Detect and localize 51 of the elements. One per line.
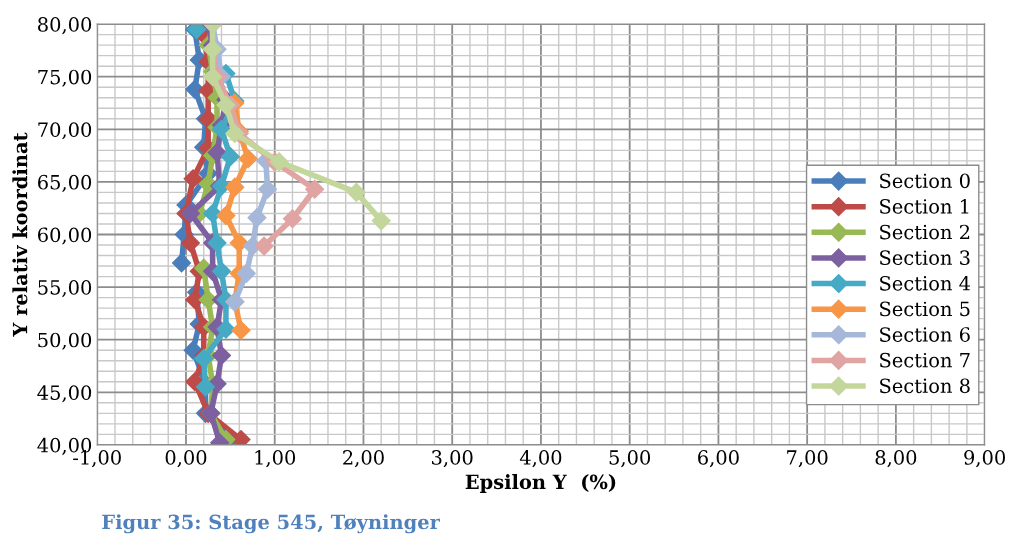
point bbox=[183, 169, 203, 189]
point bbox=[247, 208, 267, 228]
legend-label: Section 5 bbox=[880, 301, 970, 317]
point bbox=[225, 177, 245, 197]
legend-label: Section 4 bbox=[880, 275, 971, 291]
legend-label: Section 6 bbox=[880, 327, 970, 342]
x-axis-title: Epsilon Y (%) bbox=[465, 474, 616, 493]
x-tick-label: 1,00 bbox=[255, 450, 296, 468]
y-tick-label: 60,00 bbox=[38, 227, 92, 245]
point bbox=[172, 253, 192, 273]
x-tick-label: 9,00 bbox=[964, 450, 1005, 468]
point bbox=[216, 206, 236, 226]
x-tick-label: 0,00 bbox=[165, 450, 207, 468]
point bbox=[211, 261, 232, 281]
point bbox=[346, 182, 366, 202]
point bbox=[216, 319, 236, 339]
legend-label: Section 8 bbox=[880, 378, 970, 394]
x-tick-label: 8,00 bbox=[875, 450, 917, 468]
legend-label: Section 7 bbox=[880, 352, 970, 368]
y-tick-label: 70,00 bbox=[38, 122, 92, 140]
point bbox=[258, 179, 278, 199]
y-tick-label: 45,00 bbox=[37, 385, 92, 403]
y-axis-title: Y relativ koordinat bbox=[12, 132, 28, 337]
y-tick-label: 50,00 bbox=[38, 332, 92, 350]
x-tick-label: 4,00 bbox=[519, 450, 562, 468]
x-tick-label: 2,00 bbox=[343, 450, 384, 468]
point bbox=[238, 149, 258, 169]
x-tick-label: 6,00 bbox=[698, 450, 739, 468]
point bbox=[231, 320, 251, 340]
y-tick-label: 80,00 bbox=[38, 17, 92, 35]
y-tick-label: 65,00 bbox=[38, 174, 92, 192]
legend-label: Section 3 bbox=[880, 250, 970, 266]
x-tick-label: 5,00 bbox=[609, 450, 651, 468]
x-tick-label: 3,00 bbox=[432, 450, 473, 468]
legend-label: Section 2 bbox=[880, 224, 970, 240]
point bbox=[185, 79, 205, 99]
point bbox=[229, 233, 249, 253]
point bbox=[236, 263, 256, 283]
point bbox=[220, 147, 240, 167]
point bbox=[305, 179, 325, 199]
point bbox=[371, 211, 391, 231]
legend-label: Section 0 bbox=[880, 173, 970, 189]
y-tick-label: 55,00 bbox=[38, 280, 92, 298]
text: Figur 35: Stage 545, Tøyninger bbox=[102, 514, 441, 534]
y-tick-label: 75,00 bbox=[38, 69, 92, 87]
point bbox=[211, 345, 232, 366]
x-tick-label: 7,00 bbox=[787, 450, 828, 468]
point bbox=[254, 236, 274, 256]
point bbox=[180, 233, 200, 253]
legend-label: Section 1 bbox=[880, 199, 969, 214]
point bbox=[282, 209, 303, 229]
